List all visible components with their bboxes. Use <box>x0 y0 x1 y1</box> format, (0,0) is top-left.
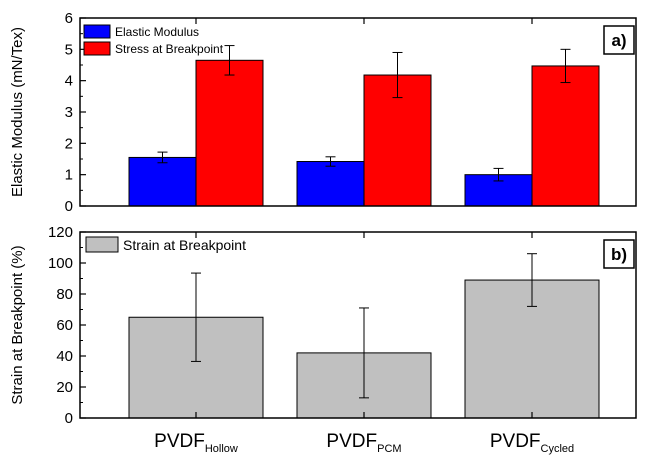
legend-swatch <box>83 41 111 56</box>
error-bar <box>493 167 504 182</box>
error-bar <box>359 307 369 399</box>
error-bar <box>560 48 571 84</box>
error-bar <box>191 272 201 362</box>
panel-label: a) <box>603 25 635 55</box>
error-bar <box>325 156 336 167</box>
legend-entry: Strain at Breakpoint <box>85 236 246 253</box>
y-tick-label: 20 <box>56 379 73 396</box>
error-bar <box>392 51 403 99</box>
y-tick-label: 2 <box>65 135 73 152</box>
legend: Elastic Modulus Stress at Breakpoint <box>83 24 224 56</box>
x-category-label: PVDFPCM <box>326 431 401 455</box>
error-bar <box>157 151 168 164</box>
x-category-label: PVDFHollow <box>154 431 238 455</box>
legend: Strain at Breakpoint <box>85 236 246 253</box>
bar-a-s1-c2 <box>531 65 600 207</box>
y-tick-label: 0 <box>65 198 73 215</box>
legend-swatch <box>83 24 111 39</box>
bar-a-s0-c1 <box>296 161 365 207</box>
panel-a-chart: 0 1 2 3 4 5 6 Elastic Modulus (mN/Tex) a) Elastic… <box>9 10 637 215</box>
panel-label: b) <box>603 239 635 269</box>
x-axis-category-labels: PVDFHollow PVDFPCM PVDFCycled <box>154 431 574 455</box>
error-bar <box>527 253 537 307</box>
y-tick-label: 60 <box>56 317 73 334</box>
svg-text:a): a) <box>611 31 626 50</box>
y-tick-label: 120 <box>48 224 73 241</box>
legend-label: Elastic Modulus <box>115 25 199 39</box>
y-tick-label: 0 <box>65 410 73 427</box>
bar-a-s1-c0 <box>195 59 264 207</box>
y-tick-label: 6 <box>65 10 73 27</box>
error-bar <box>224 45 235 76</box>
y-tick-label: 4 <box>65 73 73 90</box>
y-tick-label: 3 <box>65 104 73 121</box>
y-axis-label: Elastic Modulus (mN/Tex) <box>9 27 26 197</box>
y-tick-label: 1 <box>65 167 73 184</box>
svg-text:b): b) <box>611 245 627 264</box>
bar-a-s0-c0 <box>128 156 197 207</box>
legend-entry: Elastic Modulus <box>83 24 199 39</box>
y-tick-label: 40 <box>56 348 73 365</box>
y-axis-label: Strain at Breakpoint (%) <box>9 245 26 404</box>
legend-label: Strain at Breakpoint <box>123 237 246 253</box>
panel-b-chart: 0 20 40 60 80 100 120 Strain at Breakpoint (%) b… <box>9 224 637 427</box>
y-tick-label: 100 <box>48 255 73 272</box>
legend-label: Stress at Breakpoint <box>115 42 224 56</box>
x-category-label: PVDFCycled <box>490 431 574 455</box>
y-tick-label: 80 <box>56 286 73 303</box>
legend-entry: Stress at Breakpoint <box>83 41 224 56</box>
legend-swatch <box>85 236 119 253</box>
y-tick-label: 5 <box>65 41 73 58</box>
